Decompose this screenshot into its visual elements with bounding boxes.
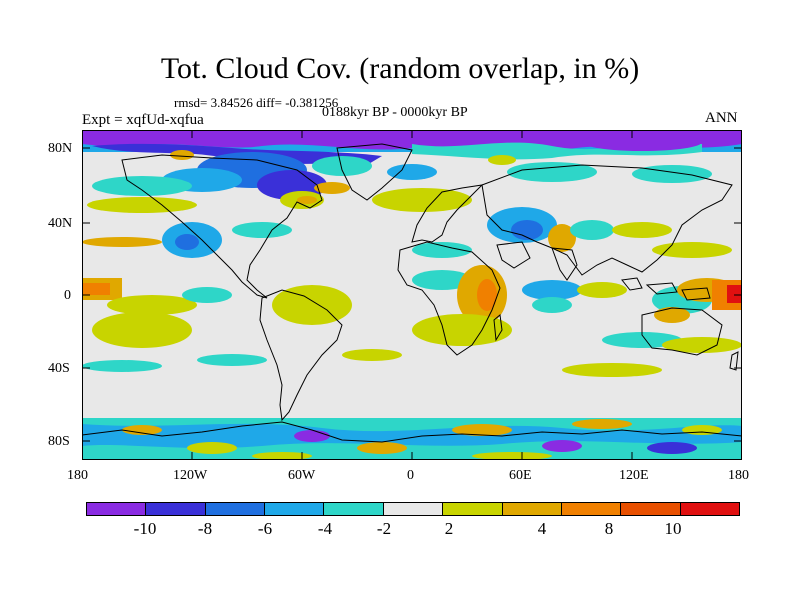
- colorbar-swatch: [87, 503, 147, 515]
- coastlines: [82, 143, 742, 443]
- colorbar-swatch: [383, 503, 444, 515]
- experiment-label: Expt = xqfUd-xqfua: [82, 112, 204, 128]
- lat-label-80n: 80N: [48, 141, 73, 156]
- colorbar-swatch: [205, 503, 266, 515]
- lat-label-80s: 80S: [48, 434, 70, 449]
- lat-label-eq: 0: [64, 288, 71, 303]
- lon-label-180w: 180: [67, 468, 88, 483]
- colorbar-label: 10: [664, 519, 682, 538]
- colorbar-label: 2: [444, 519, 454, 538]
- lon-label-60e: 60E: [509, 468, 532, 483]
- stats-text: rmsd= 3.84526 diff= -0.381256: [174, 95, 339, 110]
- colorbar-label: 4: [537, 519, 547, 538]
- lon-label-180e: 180: [728, 468, 749, 483]
- lat-label-40s: 40S: [48, 361, 70, 376]
- colorbar-swatch: [146, 503, 206, 515]
- lon-label-60w: 60W: [288, 468, 316, 483]
- colorbar-label: -4: [317, 519, 333, 538]
- season-label: ANN: [705, 110, 738, 126]
- cloud-cover-map: [82, 130, 742, 460]
- colorbar-label: -10: [133, 519, 157, 538]
- colorbar-swatch: [502, 503, 562, 515]
- lon-label-0: 0: [407, 468, 414, 483]
- midlat-anomalies: [82, 188, 732, 258]
- lat-label-40n: 40N: [48, 216, 73, 231]
- lon-label-120w: 120W: [173, 468, 208, 483]
- colorbar-swatch: [443, 503, 503, 515]
- colorbar-swatch: [561, 503, 622, 515]
- colorbar-swatch: [265, 503, 325, 515]
- colorbar-label: -8: [197, 519, 213, 538]
- colorbar: [86, 502, 740, 516]
- map-title: Tot. Cloud Cov. (random overlap, in %): [160, 52, 640, 85]
- tropical-anomalies: [82, 265, 742, 377]
- axis-ticks: [82, 130, 742, 460]
- colorbar-label: -2: [376, 519, 392, 538]
- colorbar-label: -6: [257, 519, 273, 538]
- colorbar-swatch: [680, 503, 739, 515]
- colorbar-swatch: [324, 503, 384, 515]
- period-text: 0188kyr BP - 0000kyr BP: [322, 105, 468, 120]
- colorbar-label: 8: [604, 519, 614, 538]
- lon-label-120e: 120E: [619, 468, 649, 483]
- colorbar-swatch: [621, 503, 681, 515]
